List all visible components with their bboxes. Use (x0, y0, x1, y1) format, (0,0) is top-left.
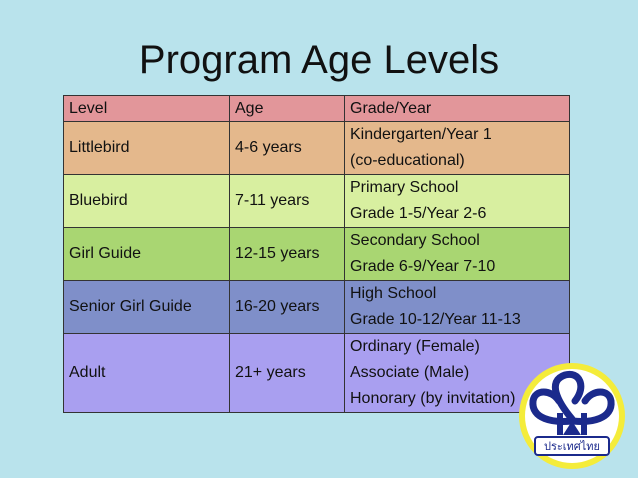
cell-age: 4-6 years (229, 121, 345, 175)
age-levels-table: Level Age Grade/Year Littlebird 4-6 year… (63, 95, 570, 413)
cell-age: 7-11 years (229, 174, 345, 228)
grade-line: Kindergarten/Year 1 (350, 126, 492, 143)
cell-age: 21+ years (229, 333, 345, 413)
cell-age: 12-15 years (229, 227, 345, 281)
logo-text: ประเทศไทย (544, 440, 600, 453)
grade-line: Grade 1-5/Year 2-6 (350, 205, 487, 222)
header-grade-year: Grade/Year (344, 95, 570, 122)
cell-grade: High School Grade 10-12/Year 11-13 (344, 280, 570, 334)
cell-level: Adult (63, 333, 230, 413)
slide-title: Program Age Levels (138, 38, 500, 82)
grade-line: Secondary School (350, 232, 480, 249)
trefoil-emblem-icon: ประเทศไทย (519, 363, 625, 469)
cell-grade: Secondary School Grade 6-9/Year 7-10 (344, 227, 570, 281)
header-level: Level (63, 95, 230, 122)
grade-line: Grade 10-12/Year 11-13 (350, 311, 521, 328)
grade-line: Primary School (350, 179, 459, 196)
cell-level: Girl Guide (63, 227, 230, 281)
grade-line: (co-educational) (350, 152, 465, 169)
cell-age: 16-20 years (229, 280, 345, 334)
cell-grade: Primary School Grade 1-5/Year 2-6 (344, 174, 570, 228)
grade-line: Ordinary (Female) (350, 338, 480, 355)
grade-line: Grade 6-9/Year 7-10 (350, 258, 496, 275)
table-row: Girl Guide 12-15 years Secondary School … (63, 227, 570, 281)
table-row: Senior Girl Guide 16-20 years High Schoo… (63, 280, 570, 334)
cell-grade: Kindergarten/Year 1 (co-educational) (344, 121, 570, 175)
cell-level: Senior Girl Guide (63, 280, 230, 334)
cell-level: Littlebird (63, 121, 230, 175)
table-row: Bluebird 7-11 years Primary School Grade… (63, 174, 570, 228)
table-row: Adult 21+ years Ordinary (Female) Associ… (63, 333, 570, 413)
grade-line: Honorary (by invitation) (350, 390, 516, 407)
table-row: Littlebird 4-6 years Kindergarten/Year 1… (63, 121, 570, 175)
grade-line: High School (350, 285, 437, 302)
cell-level: Bluebird (63, 174, 230, 228)
header-age: Age (229, 95, 345, 122)
table-header-row: Level Age Grade/Year (63, 95, 570, 122)
grade-line: Associate (Male) (350, 364, 470, 381)
